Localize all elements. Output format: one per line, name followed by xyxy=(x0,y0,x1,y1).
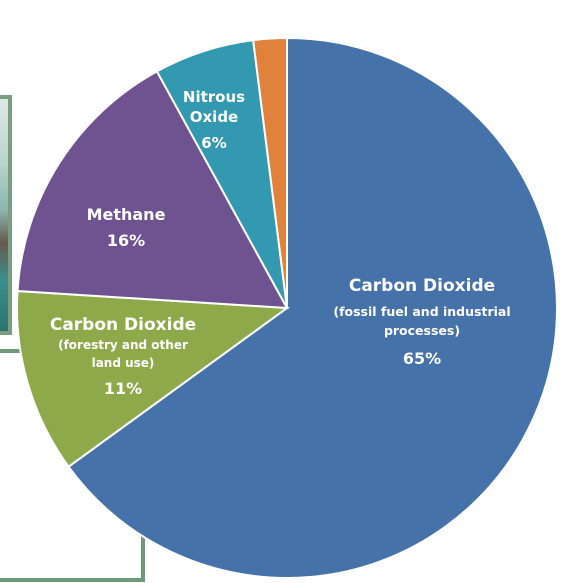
slice-label-detail: processes) xyxy=(384,323,460,338)
slice-label-percent: 65% xyxy=(403,349,441,368)
cropped-photo-panel xyxy=(0,95,12,335)
slice-label-percent: 6% xyxy=(201,134,226,152)
slice-label-percent: 11% xyxy=(104,379,142,398)
slice-label-detail: land use) xyxy=(92,356,155,370)
slice-label-detail: (forestry and other xyxy=(58,338,188,352)
slice-label-name: Carbon Dioxide xyxy=(349,276,495,296)
pie-slice-carbon-dioxide-forestry-and-other-land-use xyxy=(16,289,290,469)
slice-label-name: Carbon Dioxide xyxy=(50,315,196,335)
slice-label-outside: F-gases 2% xyxy=(223,10,325,29)
slice-label-percent: 16% xyxy=(107,231,145,250)
pie-slice-carbon-dioxide-fossil-fuel-and-industrial-processes xyxy=(67,36,558,579)
slice-label-name: Methane xyxy=(87,205,166,224)
pie-slice-methane xyxy=(16,70,289,310)
pie-slice-f-gases xyxy=(252,36,288,309)
slice-label-name: Oxide xyxy=(190,108,238,126)
pie-labels: Carbon Dioxide (fossil fuel and industria… xyxy=(50,10,511,398)
slice-label-detail: (fossil fuel and industrial xyxy=(333,304,510,319)
slice-label-name: Nitrous xyxy=(183,88,245,106)
pie-slices xyxy=(16,36,558,579)
